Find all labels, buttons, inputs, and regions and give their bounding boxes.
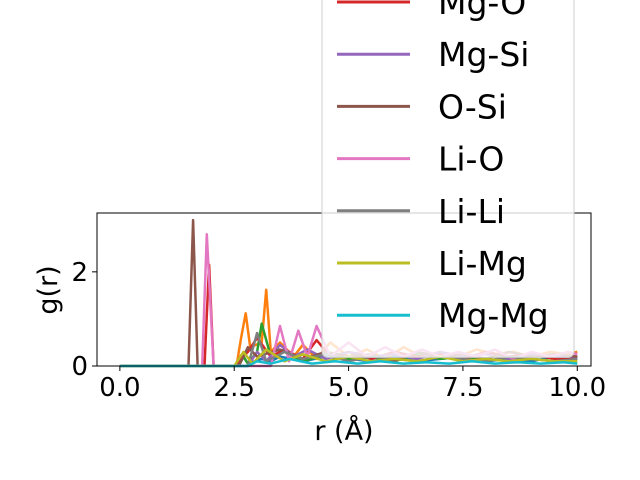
legend: Mg-O Mg-Si O-Si Li-O Li-Li Li-Mg Mg-Mg [321, 0, 575, 358]
x-tick-label: 10.0 [548, 373, 606, 403]
x-tick-label: 7.5 [442, 373, 483, 403]
axis-ticks: 0.0 2.5 5.0 7.5 10.0 0 2 [71, 258, 606, 403]
y-axis-label: g(r) [33, 265, 64, 314]
y-tick-label: 0 [71, 352, 88, 382]
legend-label: Mg-Mg [438, 296, 549, 335]
x-tick-label: 2.5 [214, 373, 255, 403]
series-line-9 [119, 357, 578, 368]
legend-label: Mg-O [438, 0, 526, 22]
legend-label: Li-Li [438, 192, 505, 231]
legend-label: Li-O [438, 140, 504, 179]
x-axis-label: r (Å) [314, 415, 373, 447]
legend-label: Li-Mg [438, 244, 527, 283]
x-tick-label: 5.0 [328, 373, 369, 403]
legend-label: Mg-Si [438, 35, 529, 74]
legend-box [321, 0, 575, 358]
legend-label: O-Si [438, 87, 507, 126]
y-tick-label: 2 [71, 258, 88, 288]
x-tick-label: 0.0 [99, 373, 140, 403]
